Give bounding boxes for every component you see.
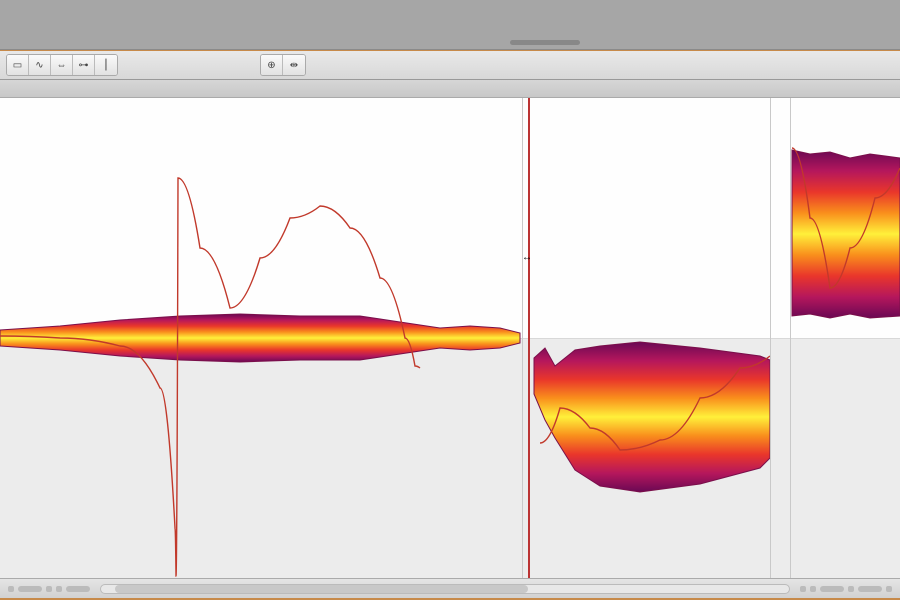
tool-center-icon[interactable]: ⊕ (261, 55, 283, 75)
clip-divider (522, 98, 523, 578)
tool-snap-icon[interactable]: ⇹ (283, 55, 305, 75)
scrollbar-thumb[interactable] (115, 585, 528, 593)
window-drag-handle-icon[interactable] (510, 40, 580, 45)
tab-strip[interactable] (0, 80, 900, 98)
clip-3[interactable] (792, 150, 900, 318)
playhead[interactable] (528, 98, 530, 578)
tool-split-icon[interactable]: ⎮ (95, 55, 117, 75)
footer-markers-left (8, 586, 90, 592)
tool-segment-icon[interactable]: ⊶ (73, 55, 95, 75)
window-titlebar[interactable] (0, 0, 900, 50)
clip-divider (770, 98, 771, 578)
toolbar-group-snap: ⊕⇹ (260, 54, 306, 76)
pitch-curve[interactable] (0, 178, 420, 576)
move-cursor-icon: ↔ (522, 252, 534, 264)
tool-flatten-icon[interactable]: ▭ (7, 55, 29, 75)
toolbar: ▭∿⇔⊶⎮ ⊕⇹ (0, 50, 900, 80)
clip-2[interactable] (534, 342, 770, 492)
horizontal-scrollbar[interactable] (100, 584, 790, 594)
tool-curve-icon[interactable]: ∿ (29, 55, 51, 75)
pitch-editor-canvas[interactable]: ↔ (0, 98, 900, 578)
clip-1[interactable] (0, 314, 520, 362)
waveform-svg (0, 98, 900, 578)
toolbar-group-edit: ▭∿⇔⊶⎮ (6, 54, 118, 76)
clip-divider (790, 98, 791, 578)
footer-markers-right (800, 586, 892, 592)
tool-line-icon[interactable]: ⇔ (51, 55, 73, 75)
footer-bar (0, 578, 900, 600)
